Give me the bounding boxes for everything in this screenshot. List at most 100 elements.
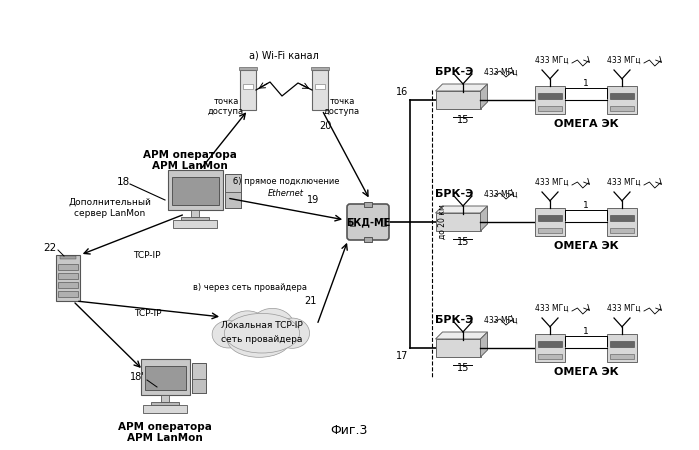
Bar [168,170,223,210]
Text: 20: 20 [319,121,331,131]
Bar [607,86,637,114]
Text: АРМ LanMon: АРМ LanMon [127,433,203,443]
Polygon shape [480,84,487,109]
Text: БРК-Э: БРК-Э [435,315,473,325]
Bar [610,106,634,111]
Ellipse shape [275,318,310,348]
Bar [311,67,329,70]
Bar [381,218,386,226]
Text: 18: 18 [116,177,129,187]
Text: точка: точка [329,98,354,107]
Bar [607,208,637,236]
Bar [172,177,219,205]
Text: БРК-Э: БРК-Э [435,189,473,199]
Bar [435,91,480,109]
Text: 433 МГц: 433 МГц [484,68,517,76]
Polygon shape [480,332,487,357]
Text: БРК-Э: БРК-Э [435,67,473,77]
Text: 15: 15 [457,115,469,125]
Text: БКД-МЕ: БКД-МЕ [346,217,390,227]
Text: Дополнительный: Дополнительный [69,198,152,207]
Text: 433 МГц: 433 МГц [607,55,641,64]
Bar [610,354,634,359]
Text: ОМЕГА ЭК: ОМЕГА ЭК [554,367,619,377]
Text: 1: 1 [583,202,589,211]
Bar [60,256,76,259]
Ellipse shape [226,311,270,348]
Text: 1: 1 [583,80,589,89]
Polygon shape [435,332,487,339]
Bar [538,215,562,220]
FancyBboxPatch shape [347,204,389,240]
Bar [535,208,565,236]
Bar [610,341,634,346]
Bar [538,228,562,233]
Bar [435,213,480,231]
Bar [315,85,325,89]
Text: 19: 19 [307,195,319,205]
Bar [145,366,186,390]
Bar [240,70,256,110]
Bar [239,67,257,70]
Bar [191,210,199,217]
Polygon shape [435,84,487,91]
Polygon shape [480,206,487,231]
Text: 433 МГц: 433 МГц [484,315,517,324]
Bar [364,202,372,207]
Text: 433 МГц: 433 МГц [484,189,517,198]
Bar [58,264,78,270]
Bar [141,359,190,395]
Bar [181,217,209,220]
Bar [58,291,78,297]
Text: 433 МГц: 433 МГц [535,303,569,312]
Text: АРМ оператора: АРМ оператора [143,150,237,160]
Bar [58,282,78,288]
Text: TCP-IP: TCP-IP [134,309,161,318]
Text: 433 МГц: 433 МГц [535,177,569,186]
Bar [607,334,637,362]
Bar [143,405,187,413]
Text: Фиг.3: Фиг.3 [331,423,368,436]
Bar [225,174,241,208]
Text: АРМ LanMon: АРМ LanMon [152,161,228,171]
Bar [173,220,217,228]
Text: 15: 15 [457,237,469,247]
Ellipse shape [227,321,291,357]
Text: сеть провайдера: сеть провайдера [222,334,303,343]
Bar [538,93,562,99]
Text: точка: точка [213,98,238,107]
Text: ОМЕГА ЭК: ОМЕГА ЭК [554,119,619,129]
Text: 16: 16 [396,87,408,97]
Text: 15: 15 [457,363,469,373]
Bar [538,354,562,359]
Bar [58,273,78,279]
Text: Ethernet: Ethernet [268,189,304,198]
Bar [243,85,253,89]
Text: до 20 км: до 20 км [438,205,447,239]
Bar [538,341,562,346]
Bar [538,106,562,111]
Polygon shape [435,206,487,213]
Text: TCP-IP: TCP-IP [134,251,161,260]
Text: 433 МГц: 433 МГц [607,303,641,312]
Bar [225,192,241,208]
Text: 18': 18' [129,372,145,382]
Text: 22: 22 [43,243,57,253]
Text: ОМЕГА ЭК: ОМЕГА ЭК [554,241,619,251]
Bar [192,363,206,393]
Text: доступа: доступа [208,108,244,117]
Text: Локальная TCP-IP: Локальная TCP-IP [221,320,303,329]
Bar [610,228,634,233]
Bar [192,379,206,393]
Bar [312,70,328,110]
Bar [610,93,634,99]
Bar [350,218,355,226]
Text: сервер LanMon: сервер LanMon [74,210,145,219]
Text: доступа: доступа [324,108,360,117]
Text: 21: 21 [304,296,316,306]
Bar [56,255,80,301]
Text: 17: 17 [396,351,408,361]
Text: 433 МГц: 433 МГц [535,55,569,64]
Bar [151,402,179,405]
Bar [364,237,372,242]
